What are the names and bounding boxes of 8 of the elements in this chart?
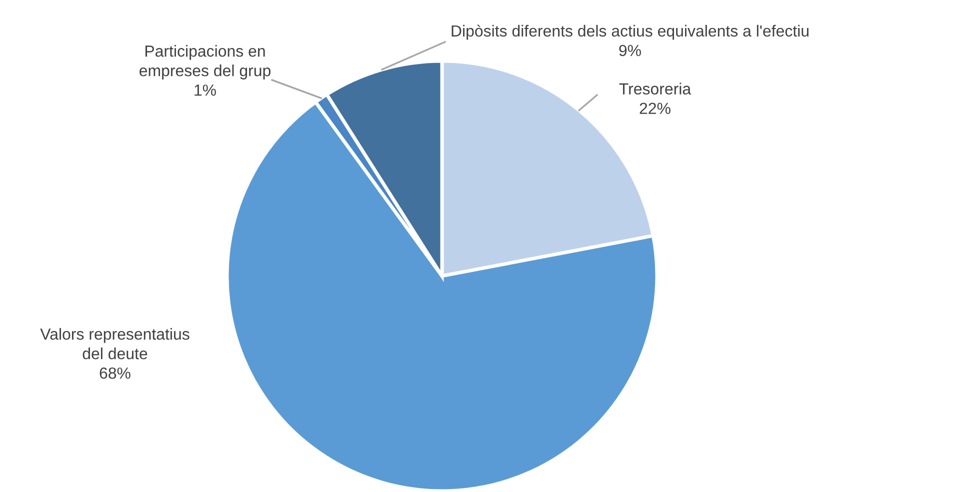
data-label: 22%	[640, 102, 670, 114]
data-label: 1%	[194, 84, 216, 96]
slice-label: Dipòsits diferents dels actius equivalents a l'efectiu	[452, 24, 808, 40]
slice-label: Participacions en empreses del grup	[140, 45, 270, 80]
data-label: 68%	[100, 367, 130, 379]
slice-label: Valors representatius del deute	[40, 328, 190, 360]
slice-label: Tresoreria	[619, 82, 692, 95]
data-label: 9%	[619, 44, 641, 56]
